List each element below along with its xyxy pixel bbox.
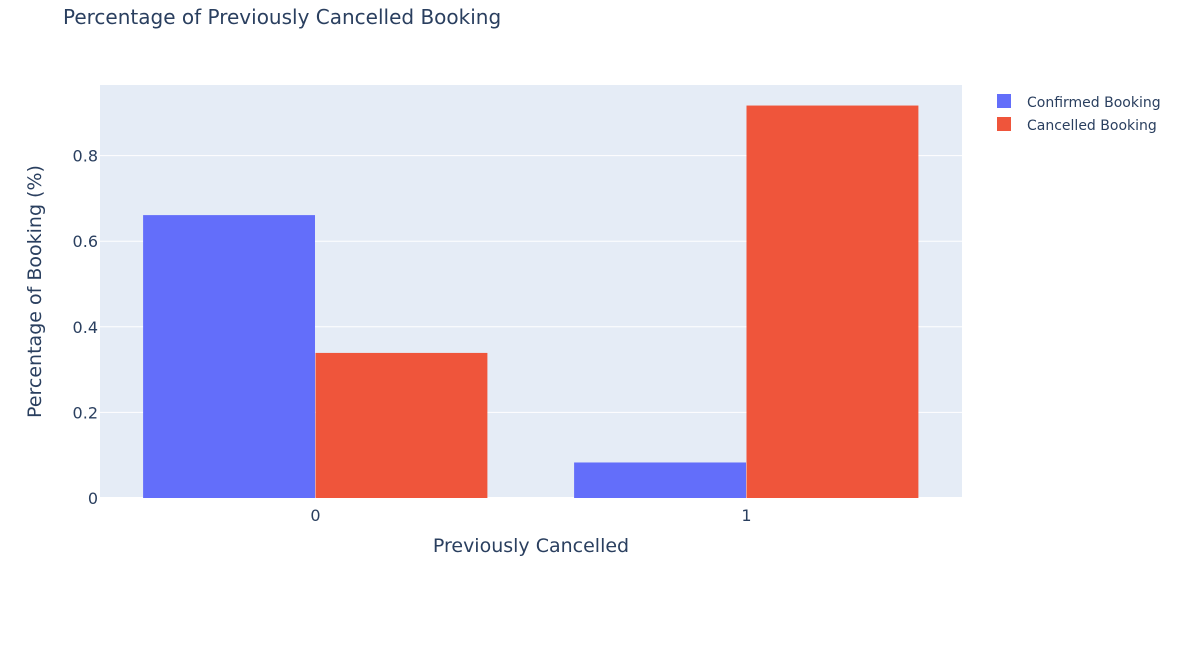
y-axis-ticks: 0 0.2 0.4 0.6 0.8 — [73, 147, 98, 508]
legend: Confirmed Booking Cancelled Booking — [997, 94, 1161, 134]
bar — [143, 215, 315, 498]
bars — [143, 105, 919, 499]
bar — [574, 462, 746, 498]
chart-title: Percentage of Previously Cancelled Booki… — [63, 5, 502, 29]
legend-item-label: Confirmed Booking — [1027, 95, 1161, 111]
bar — [315, 352, 488, 498]
y-tick-label: 0.8 — [73, 147, 98, 166]
x-tick-label: 1 — [741, 506, 751, 525]
legend-item-label: Cancelled Booking — [1027, 118, 1157, 134]
y-tick-label: 0 — [88, 489, 98, 508]
x-tick-label: 0 — [310, 506, 320, 525]
y-axis-title: Percentage of Booking (%) — [24, 165, 46, 418]
y-tick-label: 0.4 — [73, 318, 98, 337]
y-tick-label: 0.2 — [73, 403, 98, 422]
x-axis-title: Previously Cancelled — [433, 535, 629, 557]
bar — [746, 105, 919, 499]
y-tick-label: 0.6 — [73, 232, 98, 251]
legend-swatch — [997, 117, 1011, 131]
legend-swatch — [997, 94, 1011, 108]
